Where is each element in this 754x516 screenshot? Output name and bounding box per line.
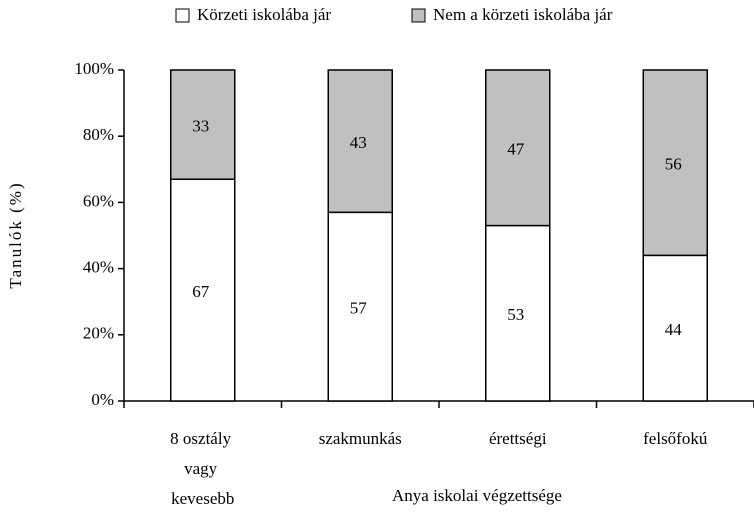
y-tick-label: 40%: [83, 258, 114, 277]
legend-label: Nem a körzeti iskolába jár: [433, 5, 613, 24]
x-tick-label: felsőfokú: [643, 429, 708, 448]
data-label: 44: [665, 320, 683, 339]
y-tick-label: 80%: [83, 125, 114, 144]
bar-segment: [485, 69, 551, 227]
legend-swatch: [175, 8, 190, 23]
data-label: 43: [350, 133, 367, 152]
bar-segment: [327, 69, 393, 214]
bar-segment: [170, 69, 236, 180]
y-tick-label: 20%: [83, 324, 114, 343]
data-label: 53: [507, 305, 524, 324]
bar-segment: [642, 254, 708, 402]
data-label: 33: [192, 117, 209, 136]
x-axis-label: Anya iskolai végzettsége: [392, 486, 562, 505]
y-tick-label: 60%: [83, 191, 114, 210]
bar-segment: [485, 224, 551, 402]
y-tick-label: 100%: [74, 59, 114, 78]
bar-segment: [170, 178, 236, 402]
x-tick-label: 8 osztály vagy kevesebb: [170, 429, 235, 508]
x-tick-label: érettségi: [489, 429, 547, 448]
legend-swatch: [411, 8, 426, 23]
x-tick-label: szakmunkás: [319, 429, 402, 448]
legend-label: Körzeti iskolába jár: [197, 5, 331, 24]
data-label: 57: [350, 299, 368, 318]
y-tick-label: 0%: [91, 390, 114, 409]
y-axis-label: Tanulók (%): [6, 181, 25, 288]
data-label: 56: [665, 155, 682, 174]
data-label: 47: [507, 140, 525, 159]
bar-segment: [642, 69, 708, 257]
data-label: 67: [192, 282, 210, 301]
